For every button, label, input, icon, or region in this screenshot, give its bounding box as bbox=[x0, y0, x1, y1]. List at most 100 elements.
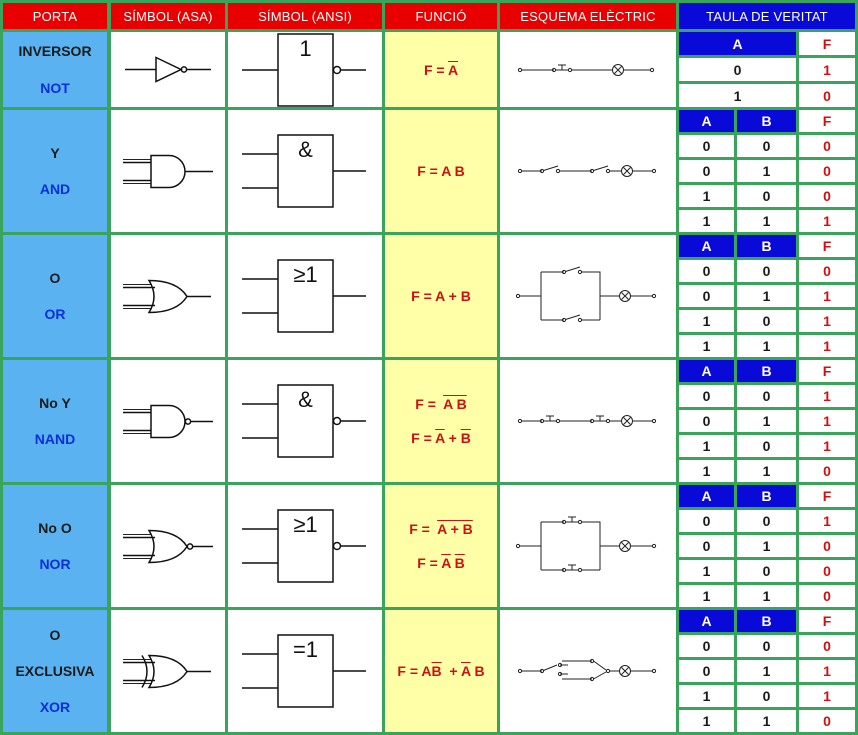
truth-cell: 0 bbox=[737, 135, 796, 157]
truth-header-b: B bbox=[737, 235, 796, 257]
function-line-1: F = A + B bbox=[409, 522, 473, 536]
truth-cell: 0 bbox=[679, 135, 734, 157]
ansi-diagram: ≥1 bbox=[228, 506, 382, 586]
truth-cell: 1 bbox=[679, 310, 734, 332]
truth-cell: 0 bbox=[737, 685, 796, 707]
function-line-2: F = A + B bbox=[411, 431, 471, 445]
truth-cell: 0 bbox=[679, 535, 734, 557]
truth-header-a: A bbox=[679, 110, 734, 132]
function-nor: F = A + B F = A B bbox=[385, 485, 497, 607]
truth-header-f: F bbox=[799, 235, 855, 257]
ansi-label: & bbox=[298, 137, 313, 162]
gate-name-xor: O EXCLUSIVA XOR bbox=[3, 610, 107, 732]
function-and: F = A B bbox=[385, 110, 497, 232]
ansi-symbol-or: ≥1 bbox=[228, 235, 382, 357]
function-line-1: F = A + B bbox=[411, 289, 471, 303]
ansi-label: 1 bbox=[299, 35, 312, 61]
ansi-symbol-nand: & bbox=[228, 360, 382, 482]
truth-cell: 0 bbox=[799, 635, 855, 657]
truth-cell: 0 bbox=[737, 435, 796, 457]
truth-cell: 1 bbox=[799, 510, 855, 532]
truth-cell: 1 bbox=[679, 185, 734, 207]
truth-cell: 0 bbox=[737, 385, 796, 407]
truth-cell: 0 bbox=[799, 185, 855, 207]
asa-symbol-xor bbox=[111, 610, 225, 732]
function-part: A bbox=[460, 663, 471, 679]
gate-name-line1: O bbox=[49, 626, 61, 643]
function-part: B bbox=[431, 663, 442, 679]
ansi-symbol-xor: =1 bbox=[228, 610, 382, 732]
gate-name-not: INVERSOR NOT bbox=[3, 32, 107, 107]
function-xor: F = AB + A B bbox=[385, 610, 497, 732]
truth-cell: 1 bbox=[737, 335, 796, 357]
gate-name-nand: No Y NAND bbox=[3, 360, 107, 482]
gate-name-line2: OR bbox=[44, 306, 66, 322]
gate-name-line1: INVERSOR bbox=[18, 43, 92, 60]
function-not: F = A bbox=[385, 32, 497, 107]
asa-symbol-and bbox=[111, 110, 225, 232]
function-line-1: F = A B bbox=[417, 164, 465, 178]
gate-name-line2: NOT bbox=[40, 79, 70, 96]
truth-header-f: F bbox=[799, 360, 855, 382]
header-funcio: FUNCIÓ bbox=[385, 3, 497, 29]
truth-header-a: A bbox=[679, 235, 734, 257]
function-part: F = A bbox=[397, 663, 432, 679]
truth-cell: 1 bbox=[737, 535, 796, 557]
schematic-nor bbox=[500, 485, 676, 607]
truth-cell: 0 bbox=[737, 635, 796, 657]
truth-cell: 1 bbox=[799, 660, 855, 682]
function-part: F = bbox=[417, 555, 442, 571]
function-nand: F = A B F = A + B bbox=[385, 360, 497, 482]
truth-cell: 0 bbox=[679, 635, 734, 657]
truth-cell: 1 bbox=[679, 210, 734, 232]
asa-symbol-nor bbox=[111, 485, 225, 607]
truth-header-a: A bbox=[679, 610, 734, 632]
truth-cell: 0 bbox=[679, 385, 734, 407]
header-simbol-asa: SÍMBOL (ASA) bbox=[111, 3, 225, 29]
truth-cell: 1 bbox=[737, 585, 796, 607]
function-part: B bbox=[460, 430, 471, 446]
gate-name-line1: Y bbox=[50, 144, 60, 161]
truth-cell: 1 bbox=[679, 585, 734, 607]
schematic-xor bbox=[500, 610, 676, 732]
ansi-symbol-not: 1 bbox=[228, 32, 382, 107]
ansi-diagram: =1 bbox=[228, 631, 382, 711]
header-simbol-ansi: SÍMBOL (ANSI) bbox=[228, 3, 382, 29]
ansi-label: ≥1 bbox=[293, 512, 318, 537]
truth-cell: 0 bbox=[679, 410, 734, 432]
function-part: F = bbox=[411, 430, 436, 446]
truth-cell: 1 bbox=[799, 685, 855, 707]
truth-cell: 1 bbox=[799, 410, 855, 432]
function-part: B bbox=[454, 555, 465, 571]
truth-cell: 0 bbox=[679, 660, 734, 682]
truth-cell: 0 bbox=[679, 285, 734, 307]
truth-cell: 0 bbox=[799, 260, 855, 282]
ansi-diagram: & bbox=[228, 131, 382, 211]
ansi-label: =1 bbox=[292, 637, 319, 662]
function-part: + bbox=[441, 663, 461, 679]
ansi-symbol-and: & bbox=[228, 110, 382, 232]
truth-cell: 1 bbox=[737, 285, 796, 307]
schematic-or bbox=[500, 235, 676, 357]
truth-cell: 0 bbox=[799, 160, 855, 182]
truth-header-a: A bbox=[679, 32, 796, 55]
function-line-2: F = A B bbox=[417, 556, 465, 570]
truth-cell: 0 bbox=[799, 560, 855, 582]
asa-symbol-nand bbox=[111, 360, 225, 482]
function-part: A bbox=[447, 61, 459, 78]
gate-name-line1b: EXCLUSIVA bbox=[15, 662, 95, 679]
gate-name-line2: XOR bbox=[39, 699, 71, 716]
gate-name-line1: No Y bbox=[39, 394, 71, 411]
truth-cell: 0 bbox=[737, 510, 796, 532]
truth-cell: 1 bbox=[737, 460, 796, 482]
function-part: A + B bbox=[437, 521, 473, 537]
truth-cell: 0 bbox=[799, 535, 855, 557]
function-part: A B bbox=[443, 396, 467, 412]
function-part: B bbox=[470, 663, 485, 679]
schematic-not bbox=[500, 32, 676, 107]
gate-name-line1: O bbox=[49, 269, 61, 286]
function-part: + bbox=[444, 430, 461, 446]
schematic-nand bbox=[500, 360, 676, 482]
truth-header-f: F bbox=[799, 32, 855, 55]
asa-symbol-not bbox=[111, 32, 225, 107]
